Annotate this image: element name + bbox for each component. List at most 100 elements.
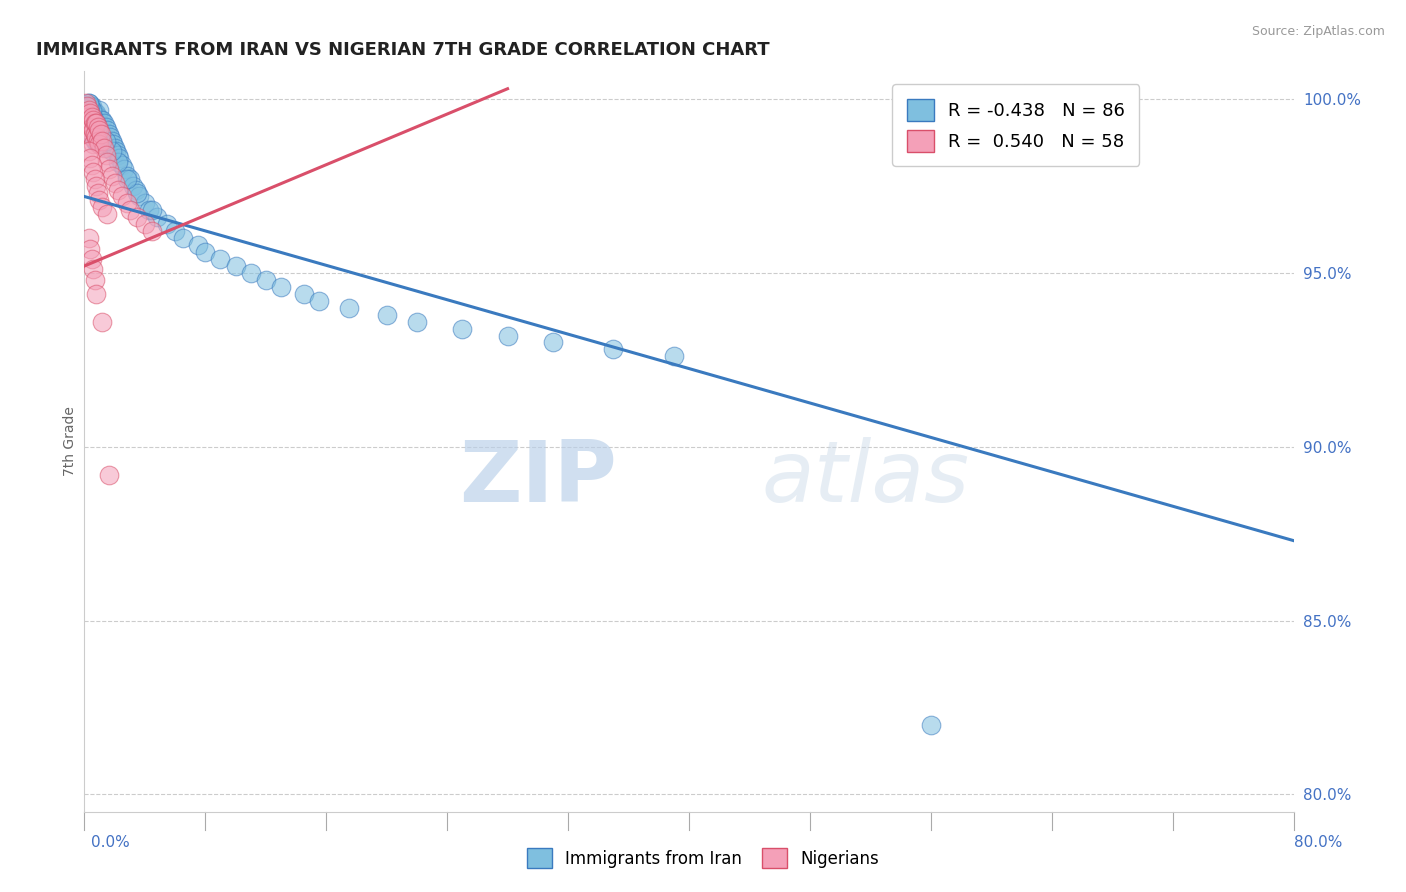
Point [91,130,114,145]
Point [86,116,108,130]
Point [451,321,474,335]
Point [125,182,148,196]
Point [97,161,120,176]
Text: 0.0%: 0.0% [91,836,131,850]
Point [82,130,104,145]
Point [100,134,122,148]
Point [187,238,209,252]
Point [80,252,103,266]
Point [134,196,156,211]
Point [98,130,121,145]
Point [79,242,101,256]
Point [76,110,98,124]
Point [96,207,118,221]
Y-axis label: 7th Grade: 7th Grade [63,407,77,476]
Point [337,301,360,315]
Point [107,148,129,162]
Point [308,293,330,308]
Point [141,203,163,218]
Point [80,110,103,124]
Point [84,106,107,120]
Point [134,217,156,231]
Point [84,120,107,134]
Text: ZIP: ZIP [458,437,616,520]
Point [89,134,111,148]
Point [84,273,107,287]
Point [94,134,117,148]
Point [89,137,111,152]
Point [292,286,315,301]
Point [82,262,104,277]
Point [80,127,103,141]
Point [107,154,129,169]
Point [920,718,942,732]
Point [79,99,101,113]
Point [86,130,108,145]
Point [80,130,103,145]
Point [118,203,141,218]
Point [115,169,138,183]
Point [270,280,292,294]
Point [225,259,247,273]
Point [146,211,169,225]
Point [79,99,101,113]
Point [128,189,150,203]
Point [172,231,194,245]
Point [89,193,111,207]
Point [91,113,114,128]
Point [100,169,122,183]
Point [108,151,131,165]
Text: IMMIGRANTS FROM IRAN VS NIGERIAN 7TH GRADE CORRELATION CHART: IMMIGRANTS FROM IRAN VS NIGERIAN 7TH GRA… [37,41,769,59]
Point [91,134,114,148]
Point [104,176,127,190]
Point [87,134,110,148]
Point [80,120,103,134]
Point [86,116,108,130]
Point [79,123,101,137]
Point [76,120,98,134]
Point [127,211,149,225]
Point [89,116,111,130]
Legend: R = -0.438   N = 86, R =  0.540   N = 58: R = -0.438 N = 86, R = 0.540 N = 58 [891,84,1139,166]
Point [77,231,100,245]
Point [77,95,100,110]
Point [93,141,115,155]
Point [96,141,118,155]
Point [84,127,107,141]
Point [375,308,398,322]
Point [94,120,117,134]
Point [97,467,120,482]
Point [141,224,163,238]
Point [77,113,100,128]
Point [97,127,120,141]
Point [111,158,134,172]
Point [86,286,108,301]
Point [662,350,685,364]
Point [77,95,100,110]
Point [111,189,134,203]
Point [90,127,112,141]
Point [90,127,112,141]
Point [86,106,108,120]
Point [91,315,114,329]
Point [156,217,179,231]
Point [82,116,104,130]
Point [94,137,117,152]
Point [84,116,107,130]
Point [79,110,101,124]
Point [127,186,149,200]
Point [138,203,160,218]
Point [80,99,103,113]
Point [84,172,107,186]
Point [79,127,101,141]
Point [82,137,104,152]
Point [541,335,564,350]
Point [105,145,128,159]
Point [239,266,262,280]
Point [82,103,104,117]
Point [82,165,104,179]
Text: 80.0%: 80.0% [1295,836,1343,850]
Point [104,141,127,155]
Point [209,252,232,266]
Point [87,110,110,124]
